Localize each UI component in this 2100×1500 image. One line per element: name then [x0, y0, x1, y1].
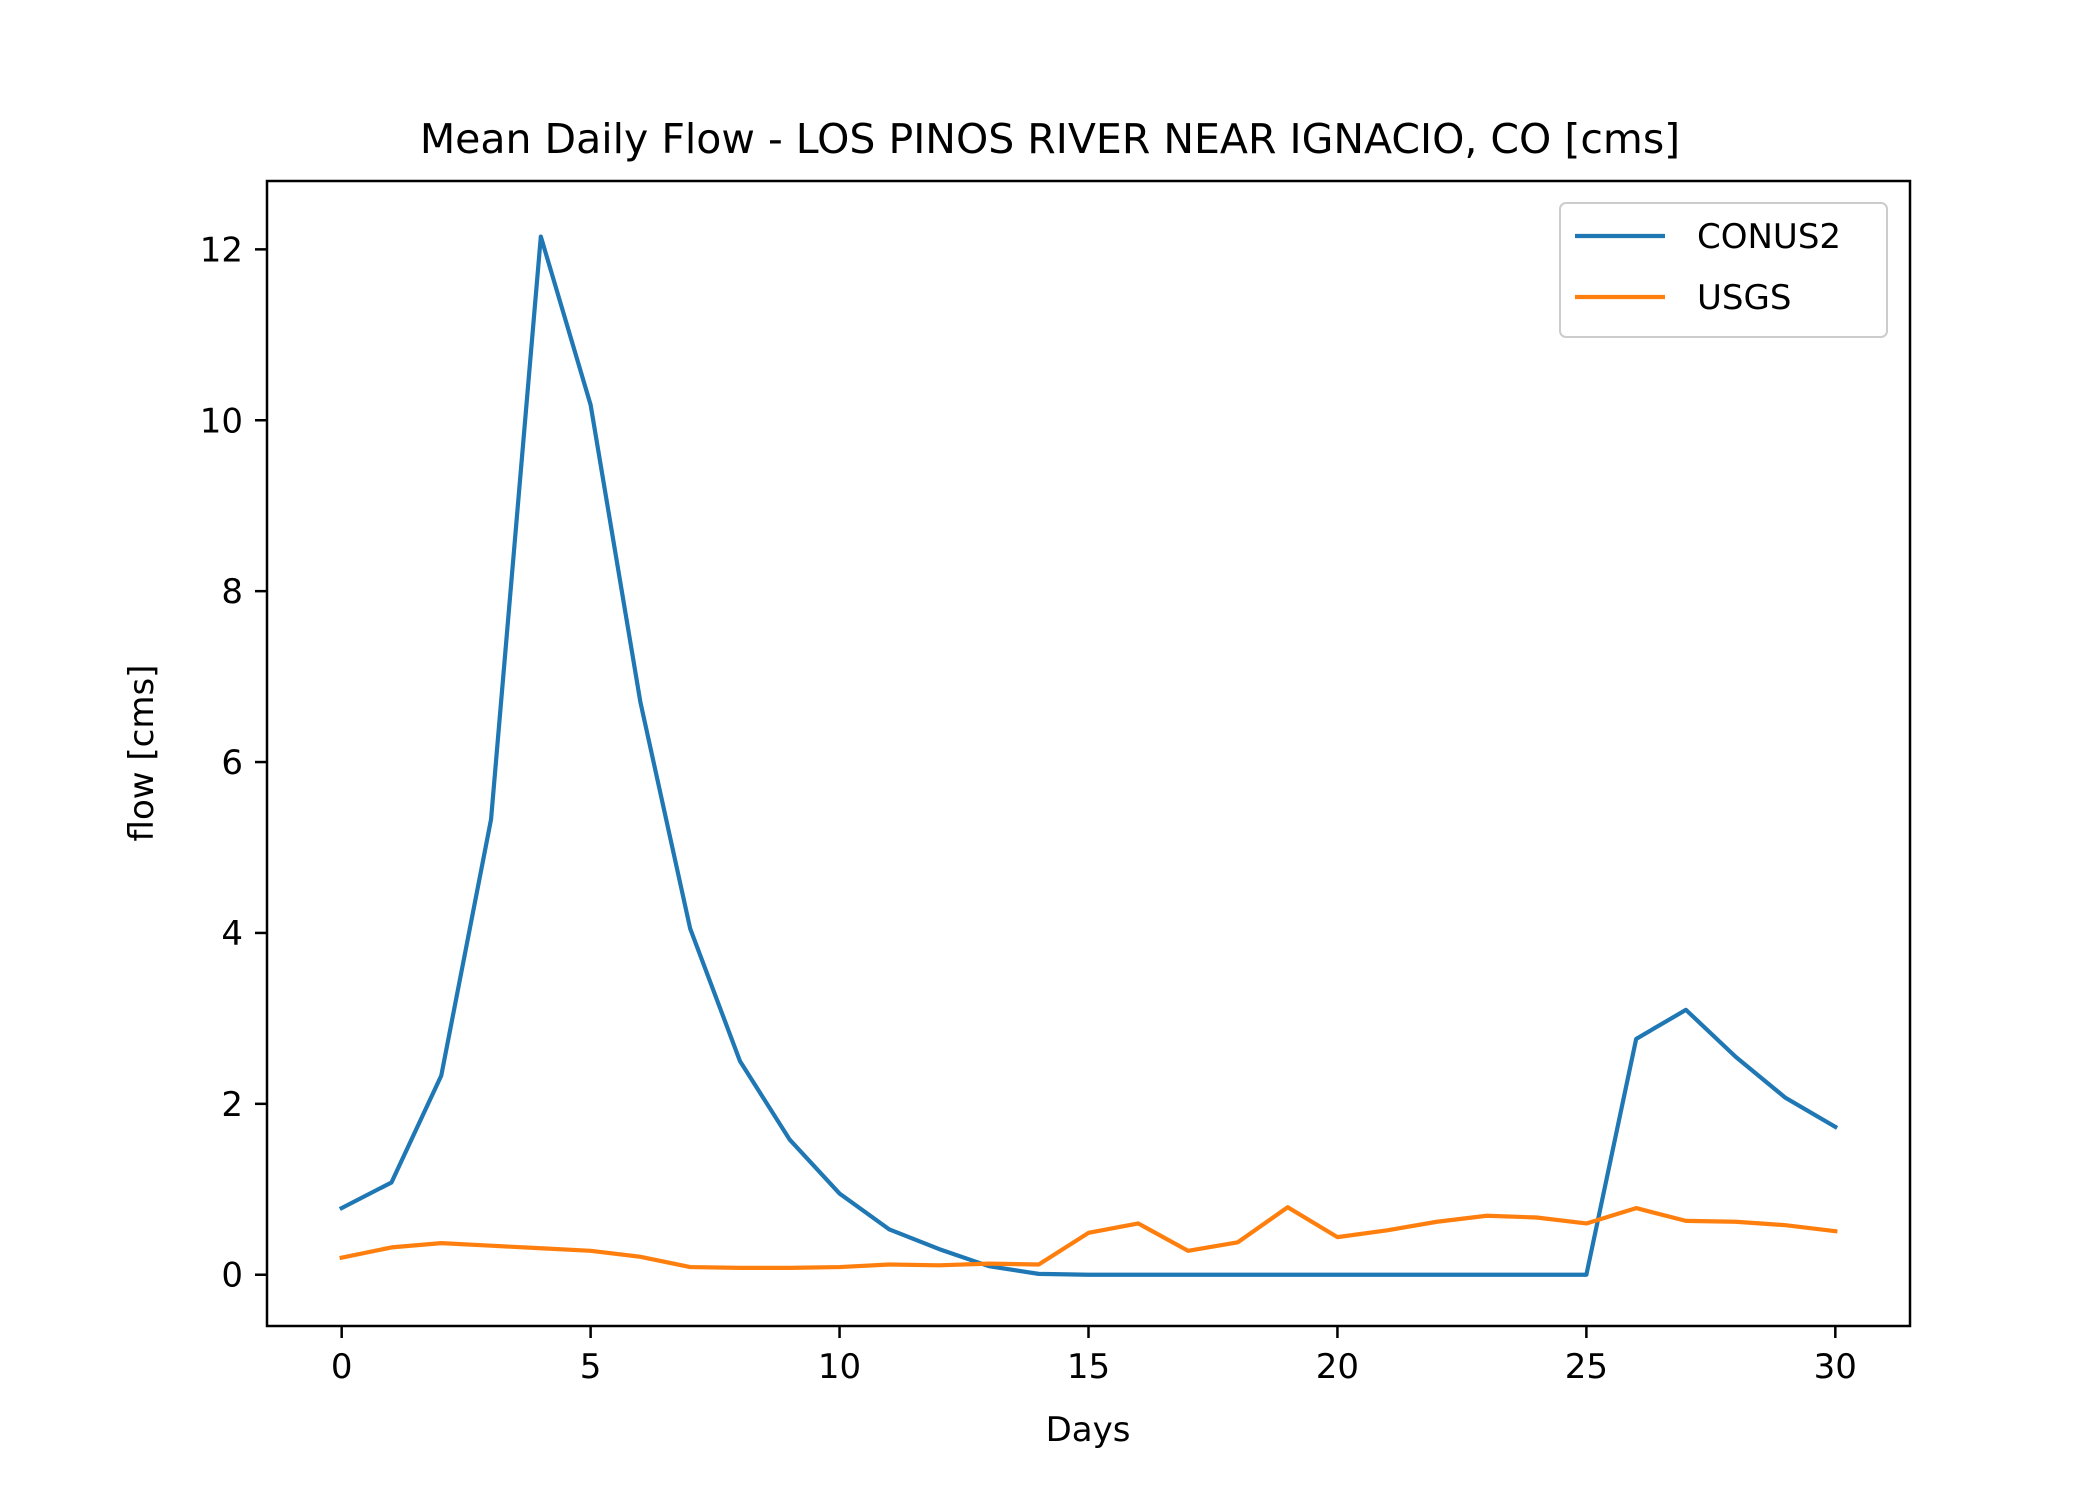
- x-axis: 0 5 10 15 20 25 30: [331, 1326, 1857, 1387]
- y-axis: 0 2 4 6 8 10 12: [200, 230, 267, 1296]
- x-tick-label: 30: [1814, 1347, 1857, 1387]
- y-tick-label: 6: [221, 743, 243, 783]
- x-tick-label: 25: [1565, 1347, 1608, 1387]
- y-axis-label: flow [cms]: [122, 665, 162, 842]
- legend: CONUS2 USGS: [1559, 202, 1888, 338]
- x-axis-label: Days: [1046, 1410, 1131, 1450]
- chart-title: Mean Daily Flow - LOS PINOS RIVER NEAR I…: [420, 115, 1680, 163]
- legend-label-conus2: CONUS2: [1697, 217, 1841, 257]
- y-tick-label: 12: [200, 230, 243, 270]
- legend-label-usgs: USGS: [1697, 278, 1791, 318]
- y-tick-label: 4: [221, 914, 243, 954]
- series-line-usgs: [339, 1205, 1838, 1271]
- series-layer: [338, 234, 1839, 1277]
- y-tick-label: 2: [221, 1085, 243, 1125]
- series-line-conus2: [338, 234, 1839, 1277]
- x-tick-label: 10: [818, 1347, 861, 1387]
- x-tick-label: 0: [331, 1347, 353, 1387]
- x-tick-label: 5: [580, 1347, 602, 1387]
- x-tick-label: 15: [1067, 1347, 1110, 1387]
- y-tick-label: 8: [221, 572, 243, 612]
- y-tick-label: 10: [200, 401, 243, 441]
- x-tick-label: 20: [1316, 1347, 1359, 1387]
- y-tick-label: 0: [221, 1256, 243, 1296]
- legend-entries: CONUS2 USGS: [1575, 217, 1841, 318]
